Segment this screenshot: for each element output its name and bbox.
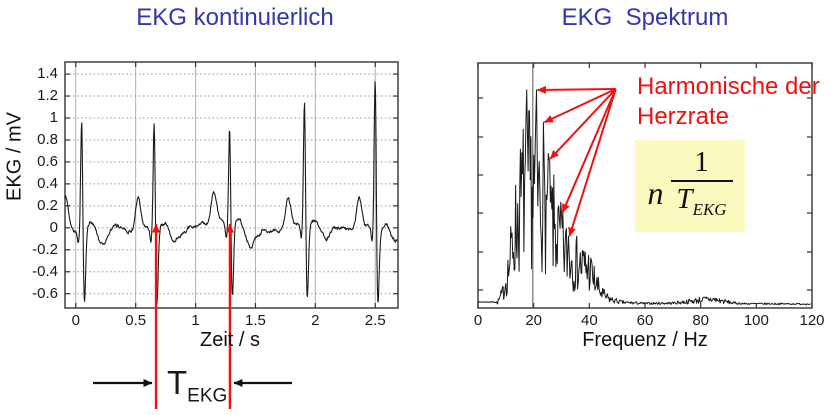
formula-fraction: 1 TEKG [670, 145, 733, 225]
left-y-tick-label: 1.2 [37, 87, 58, 105]
right-chart-frame [477, 62, 813, 309]
t-ekg-label: TEKG [167, 364, 227, 408]
left-x-tick-label: 1.5 [245, 312, 266, 329]
spectrum-curve [478, 89, 811, 306]
left-y-tick-label: 0.6 [37, 152, 58, 170]
left-x-tick-label: 2 [311, 312, 320, 329]
formula-fraction-bar [670, 179, 733, 182]
harmonics-arrows [536, 85, 617, 237]
left-y-tick-label: 0.2 [37, 196, 58, 214]
left-y-tick-label: 0 [49, 218, 58, 236]
left-y-tick-label: 0.8 [37, 130, 58, 148]
formula-denominator: TEKG [676, 184, 726, 225]
left-y-tick-label: 1.4 [37, 65, 58, 83]
formula-denominator-base: T [676, 182, 693, 215]
left-x-axis-label: Zeit / s [199, 329, 260, 351]
left-x-tick-label: 0.5 [125, 312, 147, 329]
harmonics-annotation-line1: Harmonische der [637, 73, 820, 100]
formula-n: n [647, 174, 664, 211]
t-ekg-label-base: T [167, 364, 188, 401]
left-chart-title: EKG kontinuierlich [136, 4, 334, 31]
ekg-waveform [64, 81, 398, 305]
left-y-tick-label: 0.4 [37, 174, 58, 192]
left-x-tick-label: 0 [71, 312, 80, 329]
formula-box: n 1 TEKG [635, 140, 745, 232]
left-chart-frame [64, 61, 399, 309]
harmonics-annotation: Harmonische der Herzrate [637, 72, 820, 132]
formula-numerator: 1 [694, 145, 709, 178]
left-x-tick-label: 2.5 [364, 312, 386, 329]
t-ekg-interval-markers [93, 223, 292, 409]
right-x-tick-label: 60 [636, 312, 654, 329]
right-x-tick-label: 40 [580, 312, 598, 329]
right-x-tick-label: 100 [743, 312, 769, 329]
right-x-axis-label: Frequenz / Hz [582, 329, 708, 351]
right-x-tick-label: 20 [525, 312, 542, 329]
left-y-tick-label: -0.2 [32, 240, 58, 258]
right-x-tick-label: 120 [799, 312, 825, 329]
left-y-tick-label: 1 [49, 108, 58, 126]
left-y-tick-label: -0.4 [32, 262, 58, 280]
formula-denominator-sub: EKG [692, 199, 727, 219]
right-x-tick-label: 0 [473, 312, 483, 329]
t-ekg-label-sub: EKG [187, 385, 228, 407]
left-x-tick-label: 1 [191, 312, 200, 329]
harmonics-annotation-line2: Herzrate [637, 103, 730, 130]
right-x-tick-label: 80 [692, 312, 709, 329]
left-y-tick-label: -0.6 [32, 284, 58, 302]
right-chart-title: EKG Spektrum [561, 4, 729, 31]
